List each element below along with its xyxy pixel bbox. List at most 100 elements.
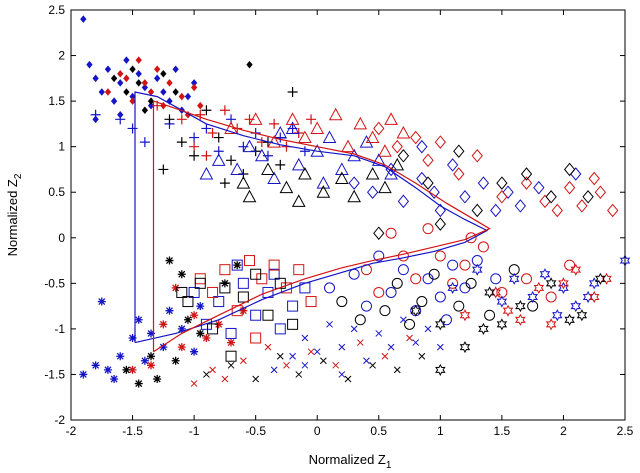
data-point-square xyxy=(293,264,305,276)
data-point-circle xyxy=(379,305,391,317)
data-point-plus xyxy=(219,178,230,189)
data-point-plus xyxy=(219,105,230,116)
trajectory-line-red xyxy=(152,100,491,353)
data-point-asterisk xyxy=(171,356,180,365)
series-x-black xyxy=(203,352,426,383)
data-point-asterisk xyxy=(122,365,131,374)
data-point-diamond-filled xyxy=(129,97,136,105)
y-tick-label: 0 xyxy=(58,231,65,245)
data-point-triangle xyxy=(371,153,386,166)
data-point-triangle xyxy=(254,148,269,162)
data-point-x xyxy=(221,375,229,383)
data-point-circle xyxy=(484,309,496,321)
data-point-triangle xyxy=(298,166,312,180)
data-point-diamond xyxy=(434,135,446,149)
data-point-diamond-filled xyxy=(197,101,204,110)
data-point-square xyxy=(207,286,219,298)
series-diamond-blue xyxy=(348,139,582,218)
data-point-diamond-filled xyxy=(172,65,179,74)
data-point-x xyxy=(326,320,333,328)
data-point-asterisk xyxy=(134,315,143,324)
series-diamond-red xyxy=(373,121,619,218)
data-point-circle xyxy=(397,250,409,262)
data-point-asterisk xyxy=(177,343,186,352)
data-point-square xyxy=(194,277,206,289)
data-point-x xyxy=(301,361,309,369)
data-point-diamond xyxy=(514,199,527,213)
x-axis-ticks: -2 -1.5 -1 -0.5 0 0.5 1 1.5 2 2.5 xyxy=(66,10,634,438)
data-point-plus xyxy=(299,146,310,157)
data-point-x xyxy=(264,343,272,351)
data-point-asterisk xyxy=(227,338,236,347)
x-axis-label: Normalized Z1 xyxy=(309,452,392,471)
data-point-square xyxy=(182,296,194,308)
data-point-asterisk xyxy=(140,356,149,365)
data-point-x xyxy=(350,325,358,333)
data-point-hexagram xyxy=(459,341,471,354)
data-point-diamond xyxy=(410,130,422,145)
data-point-diamond xyxy=(391,139,403,154)
data-point-x xyxy=(252,375,260,383)
data-point-diamond-filled xyxy=(141,106,149,115)
data-point-diamond xyxy=(520,167,533,181)
data-point-square xyxy=(207,323,219,335)
data-point-asterisk xyxy=(233,261,242,270)
x-tick-label: 0 xyxy=(314,424,321,438)
data-point-square xyxy=(250,332,262,344)
data-point-square xyxy=(188,286,200,298)
data-point-x xyxy=(338,343,346,351)
data-point-circle xyxy=(434,250,446,262)
data-point-asterisk xyxy=(165,306,174,315)
data-point-diamond-filled xyxy=(172,88,179,96)
data-point-diamond xyxy=(594,185,607,200)
data-point-diamond xyxy=(582,189,594,204)
x-tick-label: -0.5 xyxy=(245,424,266,438)
data-point-triangle xyxy=(242,189,257,203)
data-point-circle xyxy=(410,273,422,285)
data-point-plus xyxy=(115,114,126,125)
data-point-diamond xyxy=(588,171,600,186)
plot-frame xyxy=(70,9,626,421)
data-point-square xyxy=(237,277,249,289)
data-point-plus xyxy=(201,150,212,161)
data-point-plus xyxy=(164,114,175,125)
data-point-triangle xyxy=(242,139,257,153)
data-point-diamond-filled xyxy=(135,56,142,64)
data-point-diamond xyxy=(607,203,619,218)
data-point-diamond xyxy=(348,176,360,190)
data-point-square xyxy=(225,350,237,362)
data-point-diamond-filled xyxy=(123,88,130,96)
data-point-hexagram xyxy=(527,290,538,304)
data-point-plus xyxy=(189,132,200,143)
trajectory-lines xyxy=(134,91,491,353)
data-point-diamond-filled xyxy=(147,97,155,105)
data-point-x xyxy=(307,348,315,356)
data-point-asterisk xyxy=(159,320,168,329)
y-tick-label: -1.5 xyxy=(44,367,65,381)
data-point-plus xyxy=(287,87,298,97)
data-point-circle xyxy=(465,277,477,289)
series-hexagram-black xyxy=(410,272,606,376)
data-point-diamond xyxy=(563,180,576,195)
data-point-diamond-filled xyxy=(123,56,130,64)
data-point-hexagram xyxy=(588,290,600,304)
data-point-circle xyxy=(373,286,385,298)
data-point-triangle xyxy=(261,162,275,175)
data-point-diamond-filled xyxy=(98,88,105,96)
plot-background xyxy=(71,10,625,420)
data-point-hexagram xyxy=(539,268,551,281)
data-point-hexagram xyxy=(496,318,508,331)
data-point-triangle xyxy=(396,125,411,139)
data-point-triangle xyxy=(267,171,281,185)
data-point-diamond xyxy=(453,167,465,181)
data-point-x xyxy=(289,352,296,360)
data-point-x xyxy=(338,371,346,378)
data-point-triangle xyxy=(328,107,343,121)
series-square-black xyxy=(176,268,299,362)
data-point-asterisk xyxy=(196,302,205,311)
data-point-triangle xyxy=(359,135,374,148)
data-point-x xyxy=(332,361,340,369)
data-point-square xyxy=(274,323,286,335)
data-point-plus xyxy=(176,137,187,148)
data-point-asterisk xyxy=(183,315,192,324)
